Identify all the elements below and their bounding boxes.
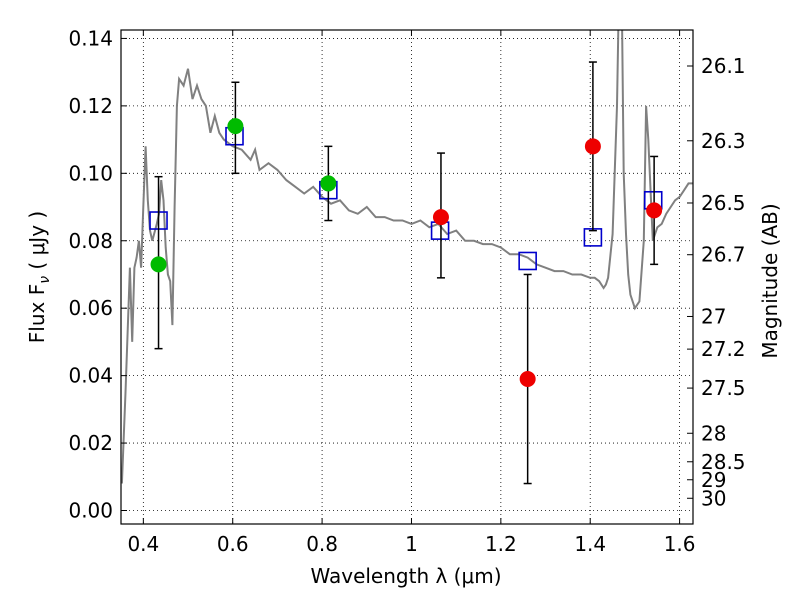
mag-tick-label: 30 [701,486,726,510]
y-tick-label: 0.08 [68,229,113,253]
y-tick-label: 0.14 [68,26,113,50]
mag-tick-label: 26.1 [701,54,746,78]
axes-frame [120,29,694,525]
y2-axis-title: Magnitude (AB) [758,203,782,358]
y-tick-label: 0.10 [68,161,113,185]
observed-point-red [432,209,449,226]
observed-point-green [227,118,244,135]
mag-tick-label: 29 [701,468,726,492]
y-tick-label: 0.04 [68,364,113,388]
mag-tick-label: 26.7 [701,243,746,267]
mag-tick-label: 27.5 [701,376,746,400]
observed-point-green [150,256,167,273]
y-tick-label: 0.06 [68,296,113,320]
mag-tick-label: 26.5 [701,191,746,215]
x-tick-label: 1.2 [485,532,517,556]
y-axis-title: Flux Fν ( μJy ) [25,211,53,343]
observed-point-red [584,138,601,155]
x-tick-label: 1.6 [664,532,696,556]
model-point-square [518,251,537,271]
y-tick-label: 0.02 [68,431,113,455]
mag-tick-label: 28 [701,421,726,445]
y-tick-label: 0.12 [68,94,113,118]
axes: 0.4 0.6 0.8 1 1.2 1.4 1.6 0.00 0.02 0.04 0.06 0.08 0… [68,26,745,556]
mag-tick-label: 27 [701,304,726,328]
mag-tick-label: 26.3 [701,129,746,153]
x-tick-label: 0.4 [127,532,159,556]
model-spectrum-line [121,30,693,484]
plot-area [121,30,693,485]
grid [121,30,693,524]
x-tick-label: 0.8 [306,532,338,556]
x-tick-label: 0.6 [217,532,249,556]
mag-tick-label: 27.2 [701,337,746,361]
y-tick-label: 0.00 [68,499,113,523]
x-tick-label: 1.4 [574,532,606,556]
observed-point-red [519,371,536,388]
mag-tick-label: 28.5 [701,450,746,474]
x-axis-title: Wavelength λ (μm) [310,564,501,588]
observed-point-green [320,175,337,192]
x-tick-label: 1 [405,532,418,556]
observed-point-red [646,202,663,219]
